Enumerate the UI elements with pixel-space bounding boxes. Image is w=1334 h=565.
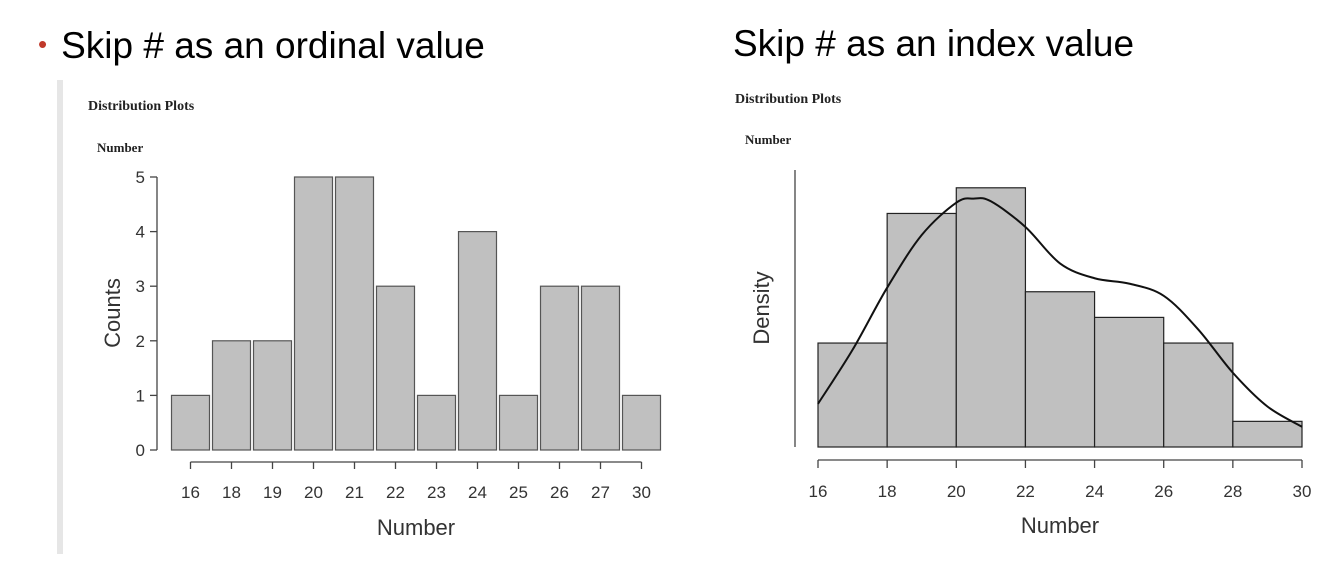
x-tick-label: 27 — [591, 483, 610, 502]
x-tick-label: 18 — [878, 482, 897, 501]
bin-24-26 — [1093, 316, 1165, 448]
x-tick-label: 24 — [468, 483, 487, 502]
bin-20-22 — [955, 187, 1027, 448]
slide-heading-ordinal-text: Skip # as an ordinal value — [61, 25, 485, 66]
x-axis-label: Number — [377, 515, 455, 540]
bar-24 — [457, 231, 498, 451]
density-curve — [817, 197, 1303, 428]
x-tick-label: 30 — [1293, 482, 1312, 501]
bin-22-24 — [1024, 291, 1096, 448]
chart-title: Distribution Plots — [735, 92, 842, 107]
y-axis-label: Counts — [100, 278, 125, 348]
left-divider-rule — [57, 80, 63, 554]
y-tick-label: 1 — [136, 386, 145, 405]
x-tick-label: 18 — [222, 483, 241, 502]
bar-18 — [211, 340, 252, 451]
x-tick-label: 19 — [263, 483, 282, 502]
x-tick-label: 23 — [427, 483, 446, 502]
bin-16-18 — [817, 342, 888, 448]
bar-19 — [252, 340, 293, 451]
y-tick-label: 0 — [136, 441, 145, 460]
bin-26-28 — [1163, 342, 1234, 448]
slide-heading-ordinal: • Skip # as an ordinal value — [38, 22, 485, 68]
y-tick-label: 2 — [136, 332, 145, 351]
x-tick-label: 16 — [809, 482, 828, 501]
x-axis-label: Number — [1021, 513, 1099, 538]
bar-26 — [539, 285, 580, 451]
chart-variable-title: Number — [745, 132, 791, 147]
y-tick-label: 5 — [136, 168, 145, 187]
x-tick-label: 24 — [1085, 482, 1104, 501]
y-tick-label: 4 — [136, 223, 145, 242]
x-tick-label: 21 — [345, 483, 364, 502]
bars — [170, 176, 662, 451]
bar-30 — [621, 394, 662, 451]
x-tick-label: 30 — [632, 483, 651, 502]
chart-variable-title: Number — [97, 140, 143, 155]
bin-18-20 — [886, 212, 957, 448]
x-tick-label: 22 — [1016, 482, 1035, 501]
slide-heading-index: Skip # as an index value — [733, 23, 1135, 64]
y-tick-label: 3 — [136, 277, 145, 296]
x-tick-label: 20 — [304, 483, 323, 502]
bar-20 — [293, 176, 334, 451]
axes — [156, 177, 642, 463]
x-ticks: 16 18 19 20 21 22 23 24 25 26 27 30 — [181, 462, 651, 502]
x-tick-label: 16 — [181, 483, 200, 502]
y-ticks: 0 1 2 3 4 5 — [136, 168, 157, 460]
bullet-icon: • — [38, 29, 48, 59]
bar-21 — [334, 176, 375, 451]
bars — [817, 187, 1303, 448]
x-tick-label: 25 — [509, 483, 528, 502]
x-tick-label: 26 — [1154, 482, 1173, 501]
chart-title: Distribution Plots — [88, 99, 195, 114]
x-tick-label: 26 — [550, 483, 569, 502]
x-tick-label: 22 — [386, 483, 405, 502]
bar-22 — [375, 285, 416, 451]
x-tick-label: 20 — [947, 482, 966, 501]
axes — [794, 170, 1302, 461]
density-curve-line — [817, 197, 1303, 428]
bar-27 — [580, 285, 621, 451]
bar-16 — [170, 394, 211, 451]
bin-28-30 — [1232, 420, 1303, 448]
y-axis-label: Density — [749, 271, 774, 344]
x-tick-label: 28 — [1223, 482, 1242, 501]
x-ticks: 16 18 20 22 24 26 28 30 — [809, 460, 1312, 501]
bar-23 — [416, 394, 457, 451]
bar-25 — [498, 394, 539, 451]
